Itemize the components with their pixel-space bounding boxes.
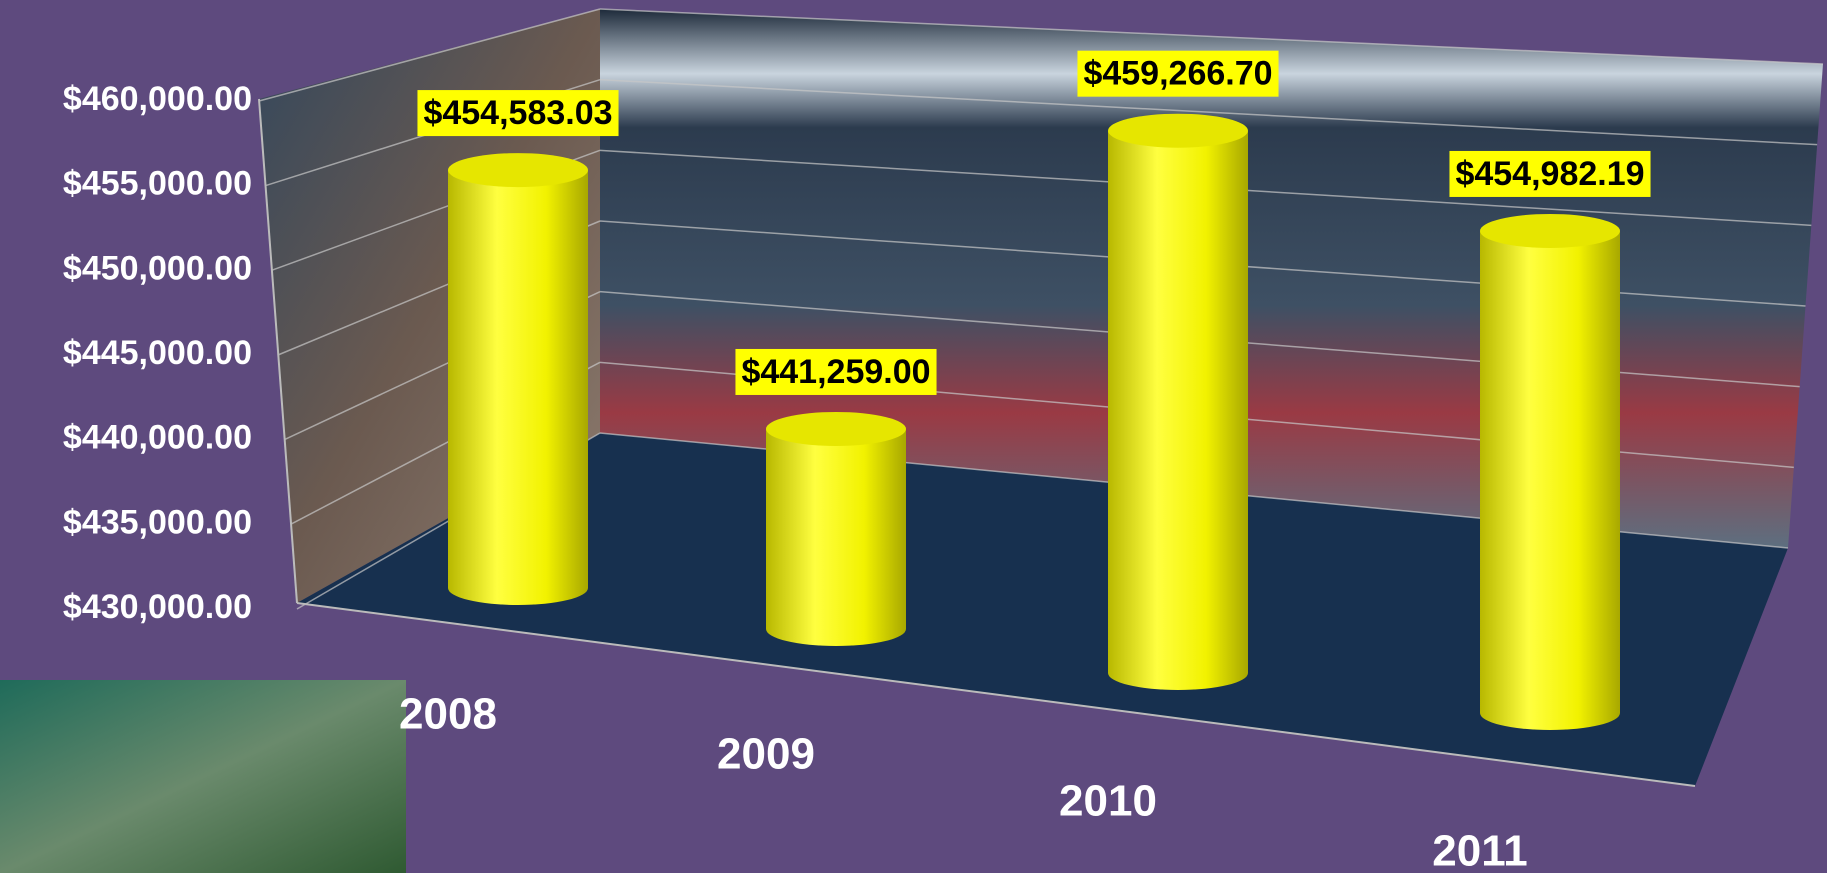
y-tick-label: $460,000.00	[63, 80, 252, 118]
chart: $454,583.03 $441,259.00 $459,266.70 $454,98…	[0, 0, 1827, 873]
bar-top	[766, 412, 906, 446]
bar	[1480, 231, 1620, 730]
x-tick-label: 2008	[399, 690, 497, 739]
bar-top	[1108, 114, 1248, 148]
x-tick-label: 2010	[1059, 777, 1157, 826]
y-tick-label: $430,000.00	[63, 588, 252, 626]
y-tick-label: $455,000.00	[63, 165, 252, 203]
value-label: $459,266.70	[1083, 55, 1272, 93]
y-tick-label: $450,000.00	[63, 249, 252, 287]
y-tick-label: $435,000.00	[63, 503, 252, 541]
value-label: $454,982.19	[1455, 155, 1644, 193]
x-tick-label: 2009	[717, 730, 815, 779]
value-label: $441,259.00	[741, 353, 930, 391]
y-tick-label: $440,000.00	[63, 419, 252, 457]
bar	[766, 429, 906, 646]
y-tick-label: $445,000.00	[63, 334, 252, 372]
bar-top	[1480, 214, 1620, 248]
value-label: $454,583.03	[423, 94, 612, 132]
x-tick-label: 2011	[1432, 827, 1527, 873]
bar-top	[448, 153, 588, 187]
photo	[0, 680, 406, 873]
page: {"chart_data": { "type": "bar", "categor…	[0, 0, 1827, 873]
bar	[1108, 131, 1248, 690]
bar	[448, 170, 588, 605]
